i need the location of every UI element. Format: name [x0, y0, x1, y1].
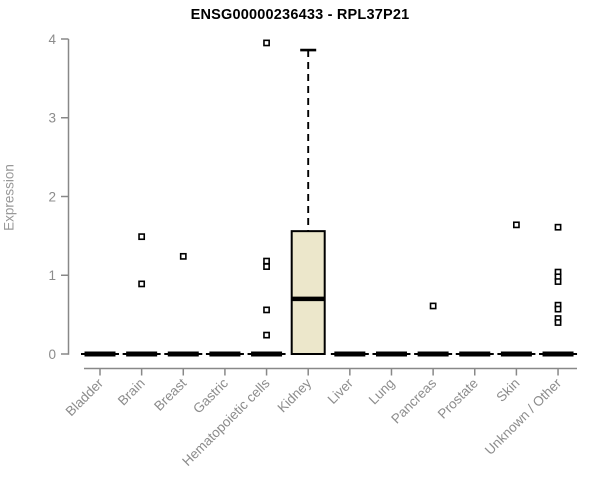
boxplot-brain: [122, 233, 161, 357]
x-tick-label: Unknown / Other: [482, 375, 565, 458]
collapsed-box: [251, 351, 283, 357]
outlier-point: [554, 305, 562, 313]
boxplot-lung: [372, 351, 411, 357]
y-tick-label: 2: [48, 189, 56, 204]
x-tick-label: Brain: [115, 376, 148, 409]
collapsed-box: [126, 351, 158, 357]
chart-title: ENSG00000236433 - RPL37P21: [190, 7, 410, 23]
collapsed-box: [542, 351, 574, 357]
box: [290, 230, 326, 355]
boxplot-kidney: [290, 48, 326, 355]
x-tick-label: Liver: [325, 375, 357, 407]
outlier-point: [429, 302, 437, 310]
y-tick-label: 4: [48, 32, 56, 47]
boxplot-breast: [164, 252, 203, 357]
outlier-point: [554, 223, 562, 231]
outlier-point: [263, 257, 270, 265]
boxplot-pancreas: [414, 302, 453, 357]
collapsed-box: [459, 351, 491, 357]
x-tick-label: Breast: [151, 375, 189, 413]
x-tick-label: Prostate: [435, 376, 481, 422]
boxplot-hematopoietic-cells: [247, 39, 286, 357]
x-tick-label: Kidney: [275, 375, 315, 415]
outlier-point: [263, 306, 270, 314]
boxplot-prostate: [455, 351, 494, 357]
outlier-point: [138, 233, 146, 241]
x-tick-label: Gastric: [190, 375, 231, 416]
outlier-point: [138, 280, 146, 288]
x-tick-label: Skin: [493, 376, 522, 405]
boxplot-gastric: [205, 351, 244, 357]
y-tick-label: 3: [48, 111, 56, 126]
boxplot-unknown-other: [539, 223, 578, 357]
boxplot-skin: [497, 221, 536, 357]
collapsed-box: [375, 351, 407, 357]
outlier-point: [179, 252, 187, 260]
boxplot-bladder: [81, 351, 119, 357]
x-tick-label: Bladder: [63, 375, 107, 419]
y-tick-label: 1: [48, 268, 56, 283]
collapsed-box: [167, 351, 199, 357]
collapsed-box: [500, 351, 532, 357]
outlier-point: [554, 319, 562, 326]
outlier-point: [263, 39, 270, 47]
collapsed-box: [417, 351, 449, 357]
y-tick-label: 0: [48, 347, 56, 362]
collapsed-box: [209, 351, 241, 357]
collapsed-box: [334, 351, 366, 357]
outlier-point: [512, 221, 520, 229]
boxplot-liver: [330, 351, 369, 357]
outlier-point: [263, 331, 270, 339]
outlier-point: [554, 278, 562, 285]
outlier-point: [263, 263, 270, 270]
x-tick-label: Lung: [366, 376, 398, 408]
collapsed-box: [84, 351, 116, 357]
x-tick-label: Pancreas: [388, 375, 439, 426]
